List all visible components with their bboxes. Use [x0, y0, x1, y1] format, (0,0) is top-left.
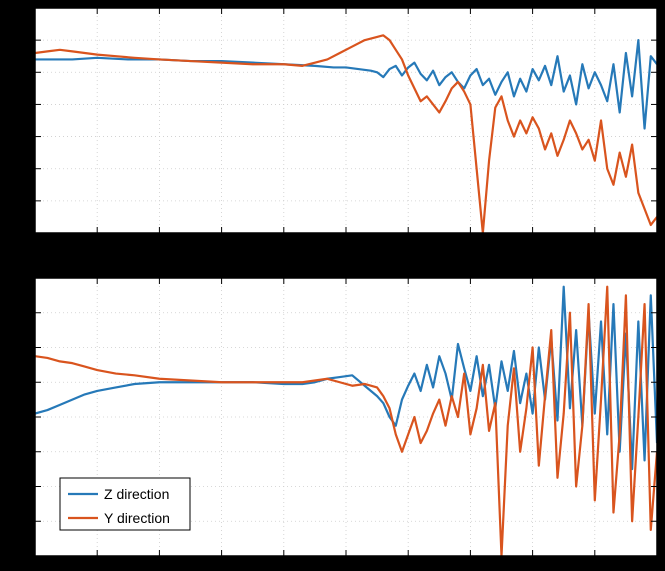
legend-label: Y direction [104, 510, 170, 526]
chart-container: Z direction Y direction [0, 0, 665, 571]
chart-svg: Z direction Y direction [0, 0, 665, 571]
legend-label: Z direction [104, 486, 169, 502]
